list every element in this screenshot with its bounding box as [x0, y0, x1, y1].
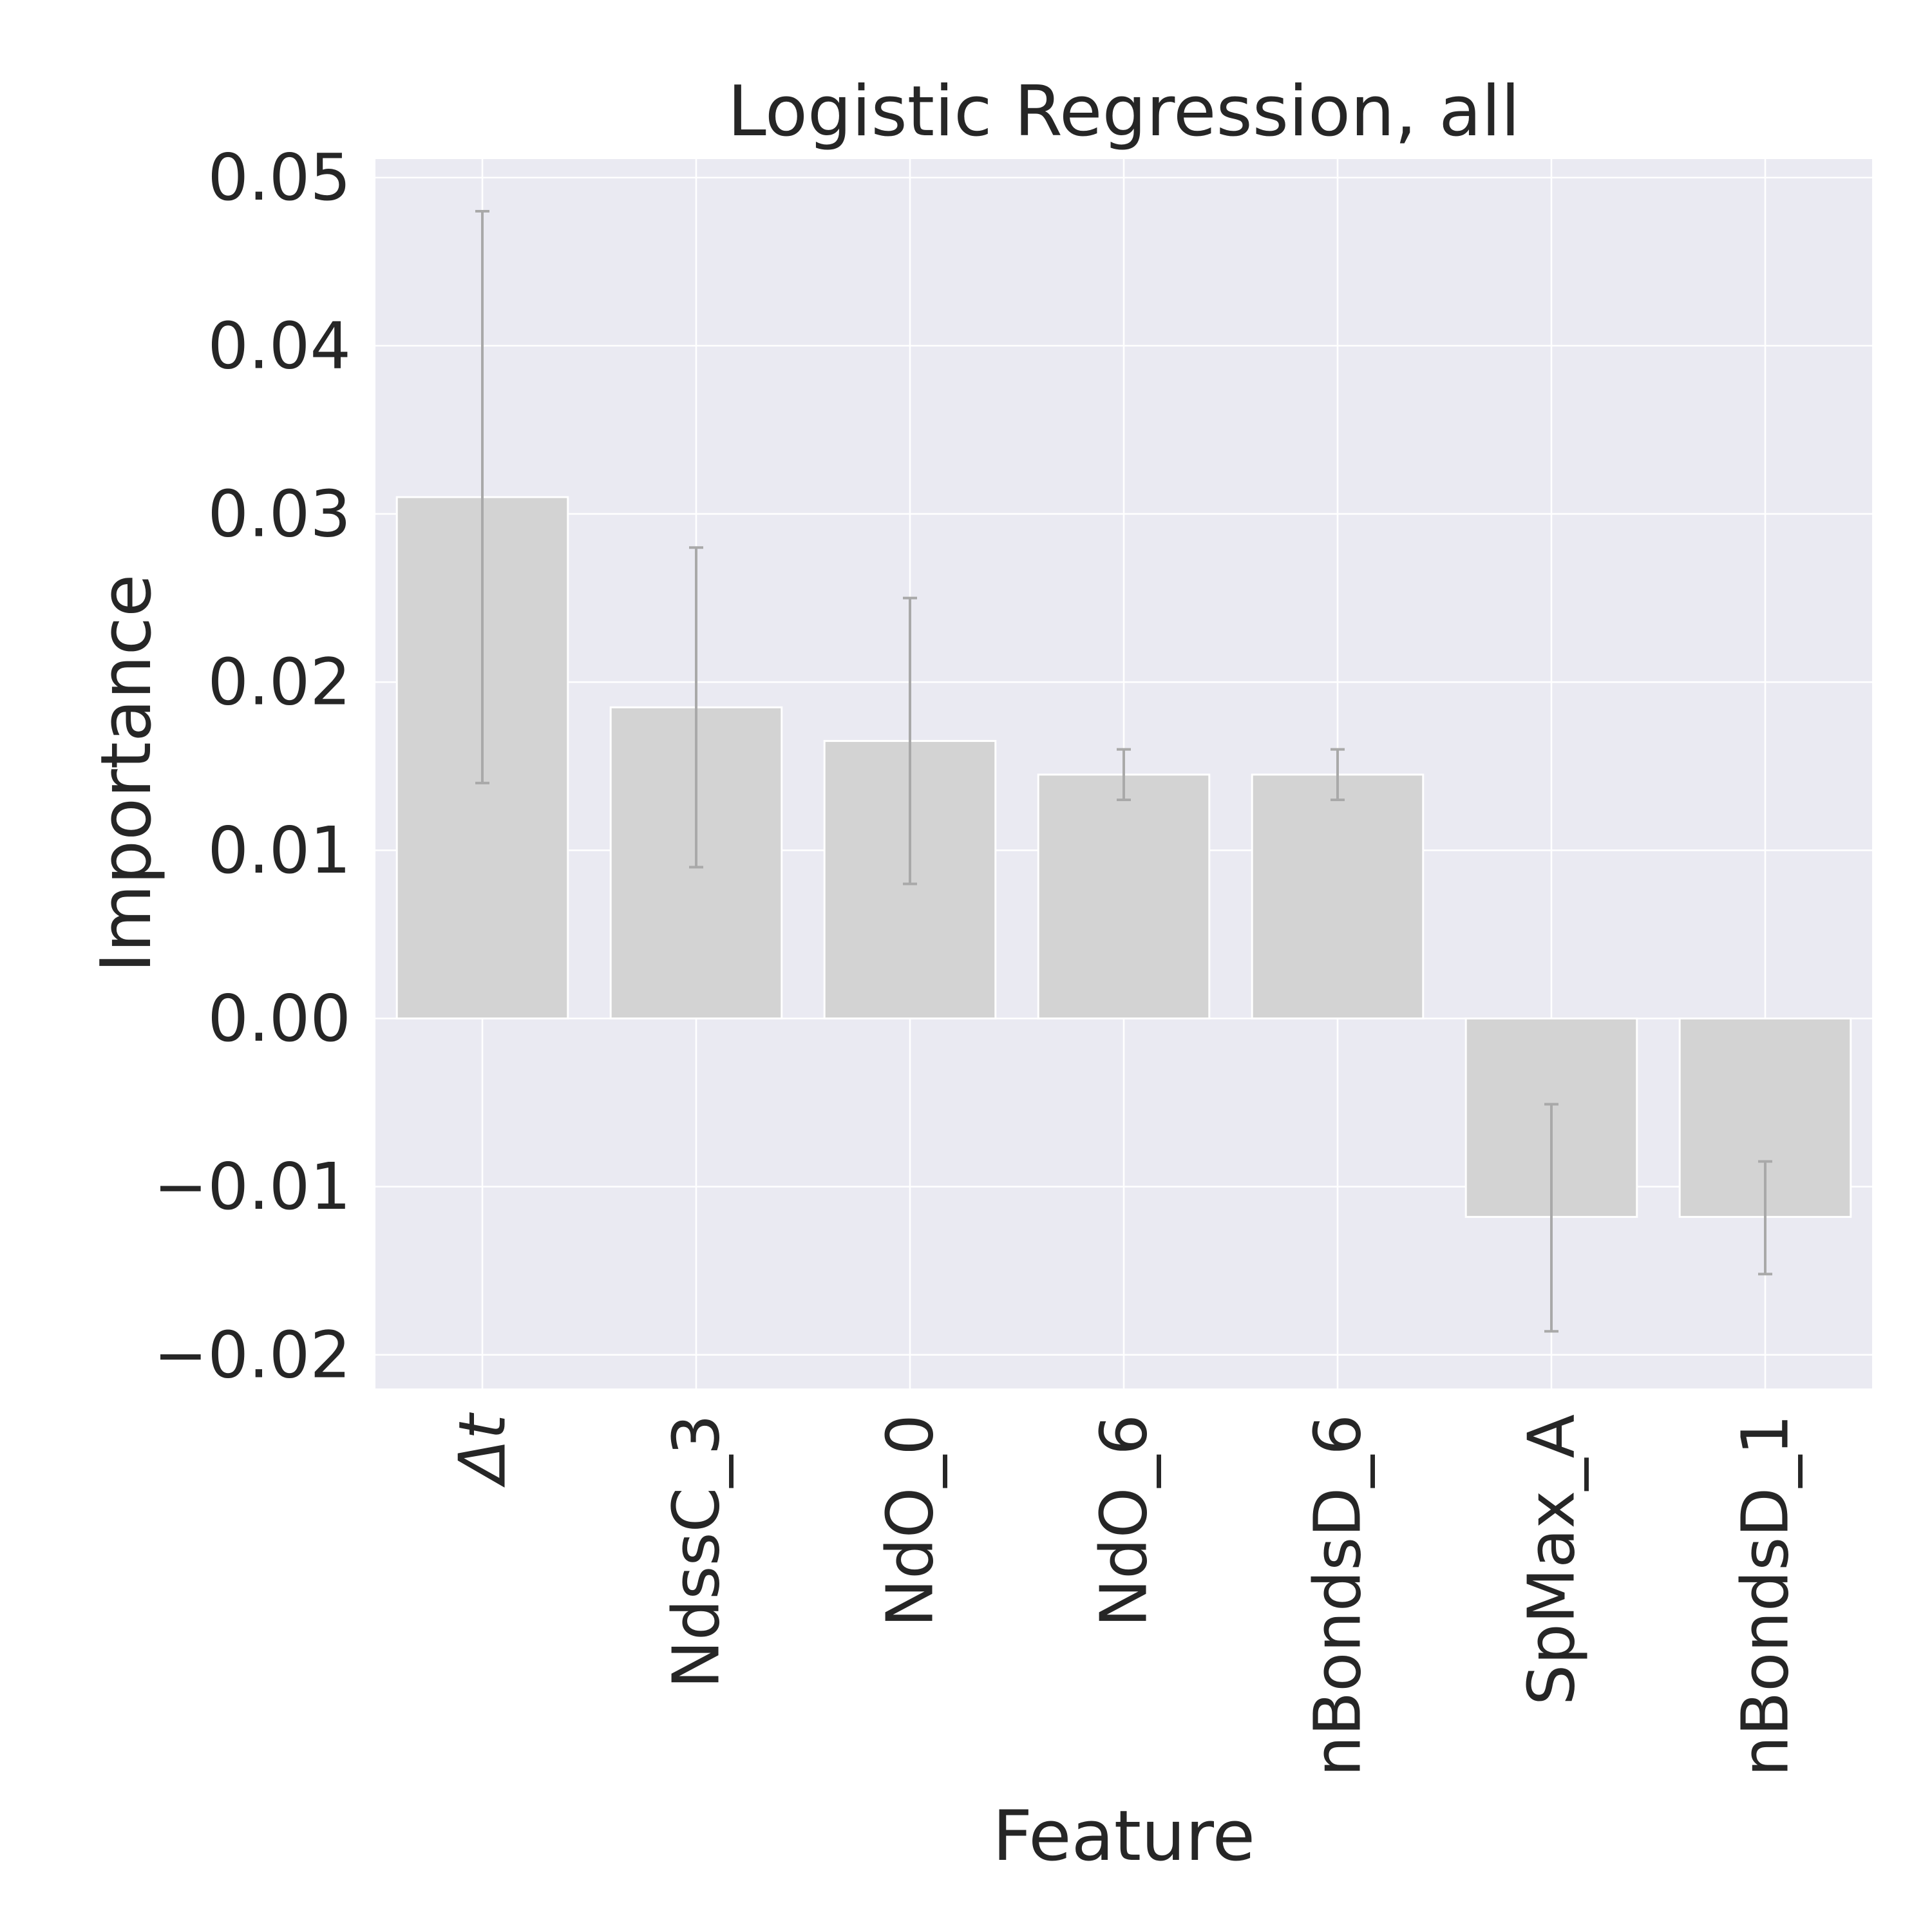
y-tick-label: 0.02	[207, 645, 351, 720]
error-bar	[689, 546, 703, 869]
error-bar	[1117, 748, 1131, 801]
x-tick-label: nBondsD_6	[1300, 1414, 1376, 1777]
x-tick-label: SpMax_A	[1514, 1414, 1589, 1705]
y-tick-labels: −0.02 −0.01 0.00 0.01 0.02 0.03 0.04 0.05	[154, 140, 351, 1392]
x-tick-label: NdO_0	[873, 1414, 948, 1627]
x-tick-label: NdssC_3	[659, 1414, 734, 1689]
y-tick-label: 0.03	[207, 477, 351, 552]
error-bar	[1544, 1103, 1558, 1333]
bars	[395, 496, 1852, 1218]
x-tick-label: NdO_6	[1086, 1414, 1162, 1627]
y-tick-label: 0.04	[207, 308, 351, 383]
error-bar	[903, 596, 917, 886]
error-bars	[475, 209, 1772, 1333]
bar	[1037, 773, 1211, 1019]
y-tick-label: −0.01	[154, 1149, 351, 1224]
x-tick-label: Δt	[445, 1412, 520, 1488]
x-tick-label: nBondsD_1	[1728, 1414, 1803, 1777]
error-bar	[475, 209, 489, 784]
error-bar	[1331, 748, 1345, 801]
y-tick-label: 0.05	[207, 140, 351, 215]
y-tick-label: 0.01	[207, 813, 351, 888]
bar	[1251, 773, 1425, 1019]
x-axis-label: Feature	[992, 1796, 1255, 1877]
y-tick-label: −0.02	[154, 1317, 351, 1392]
y-axis-label: Importance	[86, 574, 167, 973]
chart-title: Logistic Regression, all	[728, 71, 1520, 152]
error-bar	[1758, 1160, 1772, 1276]
x-tick-labels: Δt NdssC_3 NdO_0 NdO_6 nBondsD_6 SpMax_A nBond…	[445, 1412, 1803, 1777]
y-tick-label: 0.00	[207, 981, 351, 1056]
